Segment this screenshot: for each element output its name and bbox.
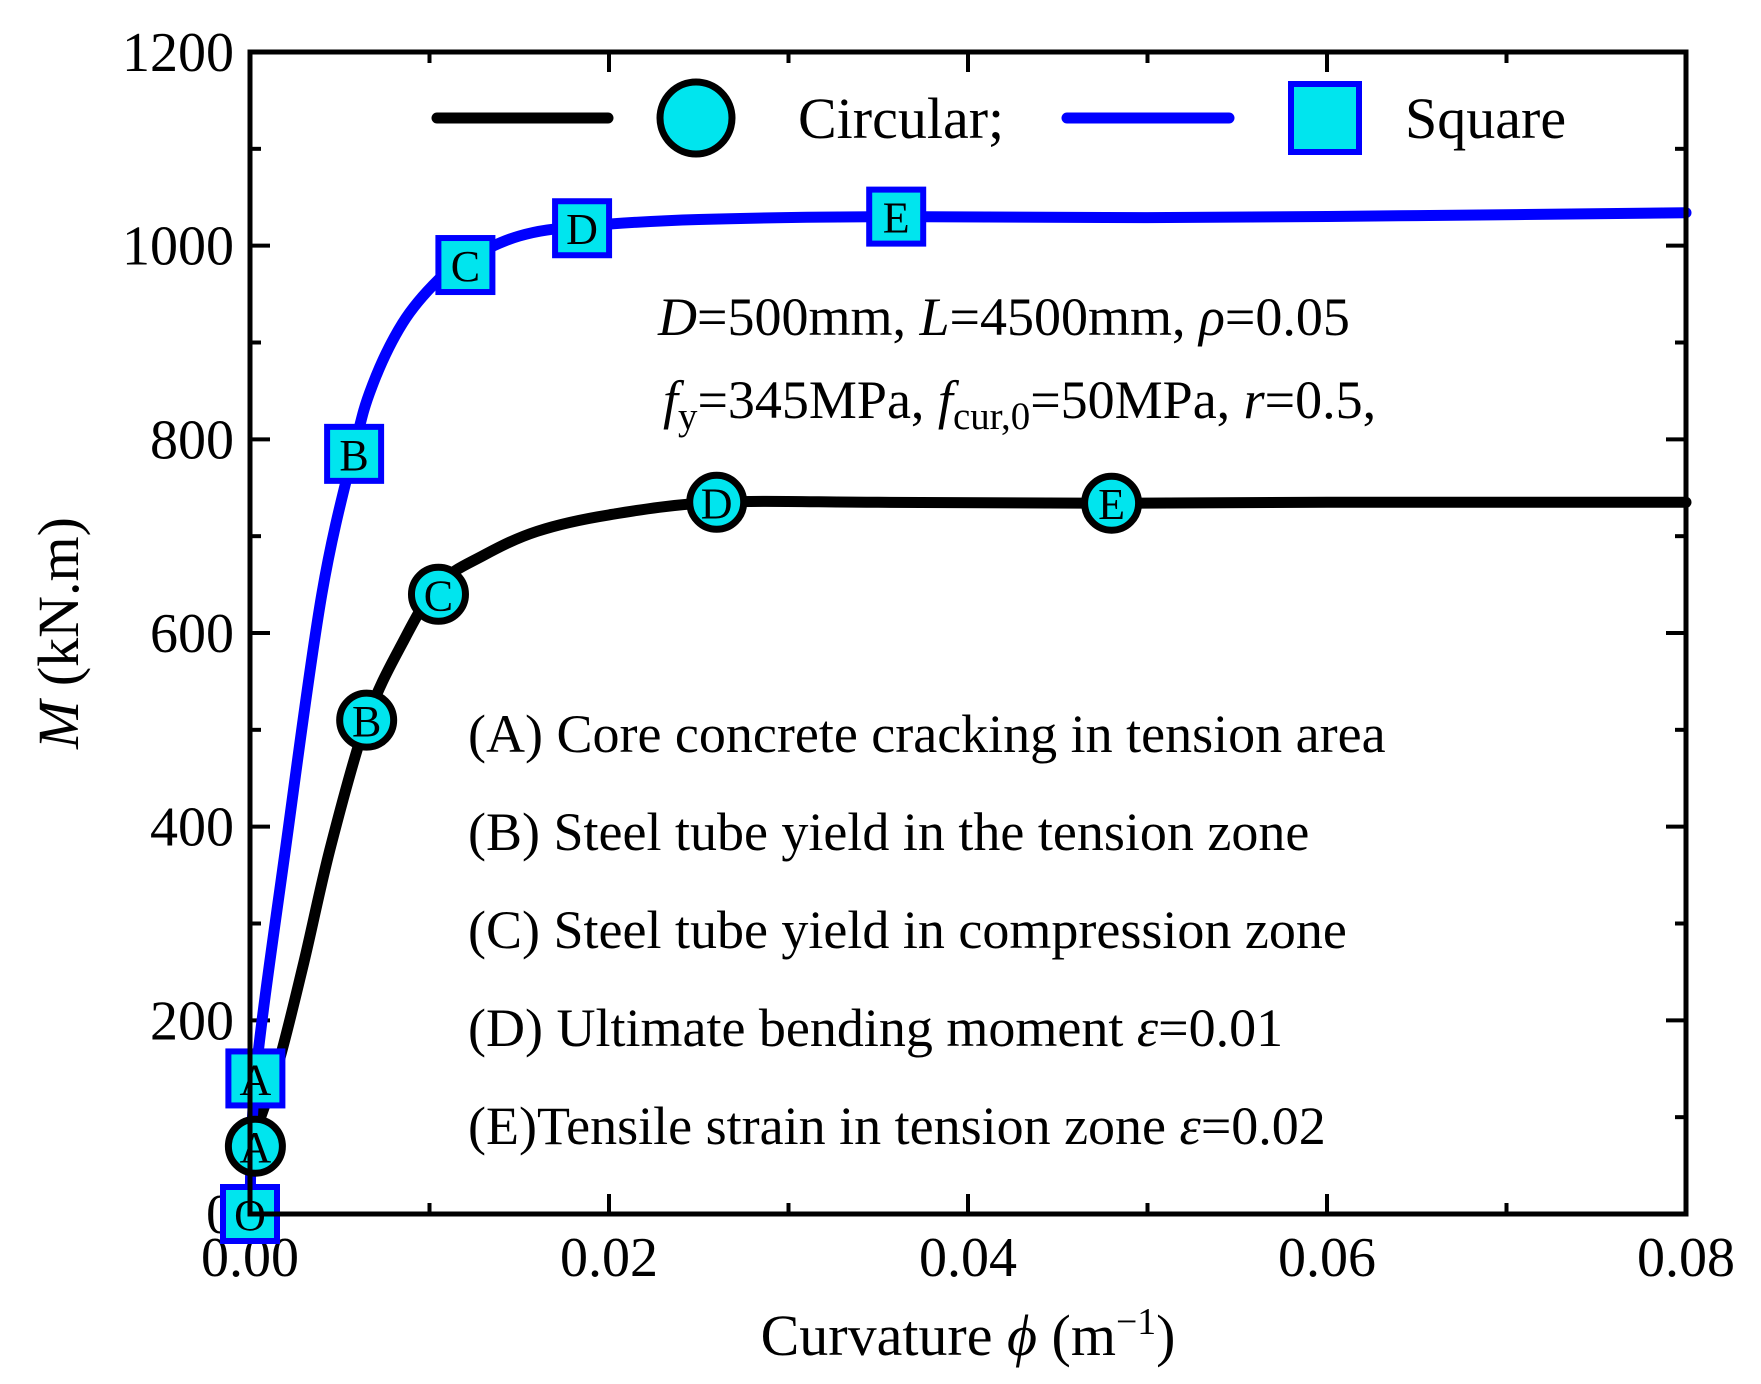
series-line-circular <box>244 495 1692 1152</box>
params-line-2-part: cur,0 <box>953 395 1030 438</box>
params-line-2-part: r <box>1244 370 1266 430</box>
event-label-c: (C) Steel tube yield in compression zone <box>468 900 1347 960</box>
y-tick-label: 800 <box>150 409 234 471</box>
y-axis-title: M (kN.m) <box>26 517 91 750</box>
y-tick-label: 200 <box>150 990 234 1052</box>
marker-label: B <box>352 697 381 746</box>
square-marker-shape <box>866 186 927 247</box>
square-marker-e: E <box>866 186 927 247</box>
square-marker-shape <box>435 235 496 296</box>
legend: Circular; Square <box>431 78 1566 158</box>
params-line-1-part: L <box>918 287 949 347</box>
event-label-d-part: (D) Ultimate bending moment <box>468 998 1137 1058</box>
params-line-2-part: =345MPa, <box>697 370 937 430</box>
circle-marker-b: B <box>336 689 398 751</box>
square-marker-shape <box>324 423 385 484</box>
square-marker-shape <box>552 198 613 259</box>
x-axis-title-part: (m <box>1037 1303 1116 1368</box>
x-axis-title-part: ) <box>1156 1303 1175 1368</box>
y-axis-title-part: (kN.m) <box>26 517 91 701</box>
event-label-e-part: =0.02 <box>1201 1096 1326 1156</box>
params-line-1-part: =0.05 <box>1225 287 1350 347</box>
circle-marker-shape <box>1081 472 1143 534</box>
marker-label: D <box>566 205 598 254</box>
legend-marker-square <box>1288 81 1362 155</box>
circle-marker-e: E <box>1081 472 1143 534</box>
params-line-1-part: D <box>657 287 697 347</box>
x-tick-label: 0.08 <box>1637 1227 1735 1289</box>
params-line-1-part: ρ <box>1197 287 1225 347</box>
legend-marker-circle <box>656 78 736 158</box>
legend-label-square: Square <box>1405 86 1566 151</box>
params-line-1: D=500mm, L=4500mm, ρ=0.05 <box>657 287 1350 347</box>
square-marker-a: A <box>225 1048 286 1109</box>
x-tick-label: 0.06 <box>1278 1227 1376 1289</box>
circle-marker-a: A <box>224 1115 286 1177</box>
axis-ticks: 0.000.020.040.060.0802004006008001000120… <box>122 22 1735 1289</box>
event-label-d-part: ε <box>1137 998 1159 1058</box>
circle-marker-shape <box>336 689 398 751</box>
x-axis-title: Curvature ϕ (m−1) <box>761 1301 1176 1368</box>
marker-label: C <box>451 242 480 291</box>
x-axis-title-part: Curvature <box>761 1303 1007 1368</box>
square-marker-shape <box>225 1048 286 1109</box>
y-axis-title-part: M <box>26 698 91 750</box>
y-tick-label: 1200 <box>122 22 234 84</box>
circle-marker-d: D <box>686 471 748 533</box>
params-line-1-part: =500mm, <box>697 287 919 347</box>
axis-labels: Curvature ϕ (m−1) M (kN.m) <box>26 517 1175 1368</box>
y-tick-label: 600 <box>150 603 234 665</box>
params-line-2-part: =0.5, <box>1265 370 1376 430</box>
params-line-2-part: =50MPa, <box>1030 370 1243 430</box>
marker-label: E <box>883 194 910 243</box>
event-label-d-part: =0.01 <box>1158 998 1283 1058</box>
marker-label: D <box>701 479 733 528</box>
legend-label-circular: Circular; <box>798 86 1004 151</box>
marker-label: A <box>239 1123 271 1172</box>
event-label-d: (D) Ultimate bending moment ε=0.01 <box>468 998 1283 1058</box>
marker-label: C <box>424 571 453 620</box>
event-label-b-part: (B) Steel tube yield in the tension zone <box>468 802 1309 862</box>
x-tick-label: 0.04 <box>919 1227 1017 1289</box>
event-label-a-part: (A) Core concrete cracking in tension ar… <box>468 704 1386 764</box>
event-label-a: (A) Core concrete cracking in tension ar… <box>468 704 1386 764</box>
y-tick-label: 1000 <box>122 216 234 278</box>
square-marker-d: D <box>552 198 613 259</box>
event-label-b: (B) Steel tube yield in the tension zone <box>468 802 1309 862</box>
circle-marker-shape <box>407 563 469 625</box>
params-line-1-part: =4500mm, <box>950 287 1199 347</box>
marker-label: E <box>1098 480 1125 529</box>
circle-marker-shape <box>224 1115 286 1177</box>
x-axis-title-part: ϕ <box>1007 1303 1037 1368</box>
event-label-e-part: (E)Tensile strain in tension zone <box>468 1096 1180 1156</box>
circle-marker-shape <box>686 471 748 533</box>
circle-marker-c: C <box>407 563 469 625</box>
plot-frame <box>247 49 1689 1217</box>
event-label-e-part: ε <box>1180 1096 1202 1156</box>
x-tick-label: 0.02 <box>560 1227 658 1289</box>
marker-label: A <box>239 1055 271 1104</box>
event-label-e: (E)Tensile strain in tension zone ε=0.02 <box>468 1096 1326 1156</box>
square-marker-c: C <box>435 235 496 296</box>
x-axis-title-part: −1 <box>1116 1301 1156 1343</box>
params-line-2-part: y <box>678 395 698 438</box>
event-label-c-part: (C) Steel tube yield in compression zone <box>468 900 1347 960</box>
params-line-2: fy=345MPa, fcur,0=50MPa, r=0.5, <box>663 370 1376 438</box>
square-marker-b: B <box>324 423 385 484</box>
y-tick-label: 400 <box>150 797 234 859</box>
marker-label: B <box>339 431 368 480</box>
